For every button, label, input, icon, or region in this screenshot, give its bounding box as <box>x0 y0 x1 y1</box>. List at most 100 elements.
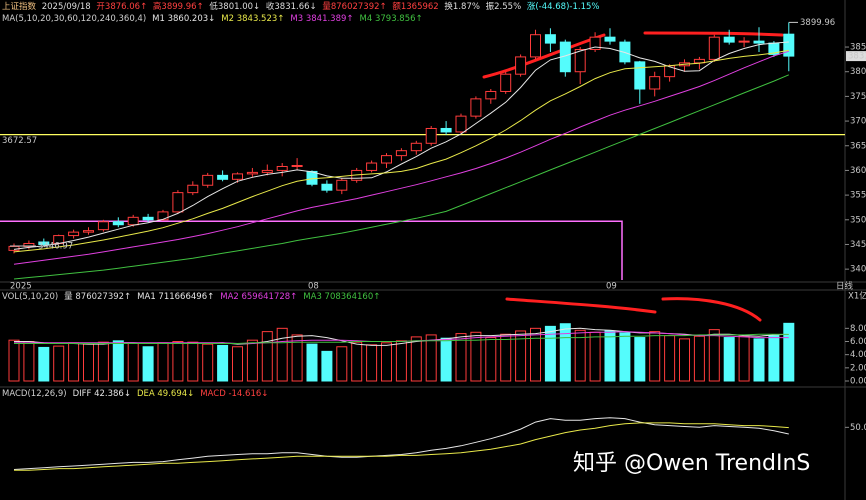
level-label: 3672.57 <box>2 136 37 146</box>
candle-body <box>604 36 616 42</box>
price-marker: 3831 <box>848 52 866 62</box>
y-tick-label: 8.00 <box>850 324 866 334</box>
legend-entry: MA2 659641728↑ <box>220 292 297 302</box>
legend-entry: M1 3860.203↓ <box>152 14 215 24</box>
annotations <box>482 31 784 322</box>
header-item: 涨(-44.68)-1.15% <box>527 1 600 12</box>
candle-body <box>261 169 273 173</box>
legend-entry: M3 3841.389↑ <box>290 14 353 24</box>
volume-bar <box>202 343 214 382</box>
candle-body <box>455 115 467 133</box>
legend-entry: DEA 49.694↓ <box>137 389 194 399</box>
candle-body <box>753 40 765 44</box>
candle-body <box>470 98 482 117</box>
candle-body <box>336 179 348 191</box>
high-marker: 3899.96 <box>800 18 835 28</box>
y-tick-label: 3750 <box>850 92 866 102</box>
ma-line <box>13 41 789 250</box>
header-item: 2025/09/18 <box>42 2 91 12</box>
candle-body <box>68 231 80 237</box>
y-tick-label: 6.00 <box>850 337 866 347</box>
candle-body <box>515 56 527 75</box>
volume-bar <box>23 341 35 382</box>
legend-title: MA(5,10,20,30,60,120,240,360,4) <box>2 14 146 24</box>
volume-bar <box>515 330 527 382</box>
header: 上证指数 2025/09/18 开3876.06↑ 高3899.96↑ 低380… <box>2 1 599 12</box>
y-tick-label: 3550 <box>850 191 866 201</box>
volume-bar <box>559 323 571 382</box>
y-tick-label: 3650 <box>850 141 866 151</box>
y-tick-label: 4.00 <box>850 350 866 360</box>
candle-body <box>83 230 94 233</box>
candle-body <box>127 216 139 226</box>
header-item: 高3899.96↑ <box>153 1 204 12</box>
y-tick-label: 2.00 <box>850 363 866 373</box>
candle-body <box>530 34 541 58</box>
candle-body <box>291 164 303 167</box>
volume-bar <box>664 335 676 382</box>
volume-bar <box>246 339 258 382</box>
y-tick-label: 0.00 <box>850 377 866 387</box>
header-item: 换1.87% <box>444 1 480 12</box>
volume-bar <box>83 343 94 382</box>
candle-body <box>8 245 20 251</box>
price-marker-box <box>846 51 866 62</box>
ma-line <box>14 422 789 471</box>
candle-body <box>276 165 288 171</box>
period-label: 日线 <box>836 281 854 292</box>
volume-bar <box>619 332 631 382</box>
header-item: 额1365962 <box>392 1 438 12</box>
candle-body <box>187 184 199 194</box>
legend-entry: 量 876027392↑ <box>64 292 131 302</box>
header-item: 振2.55% <box>486 1 522 12</box>
candle-body <box>723 36 735 43</box>
volume-bar <box>425 334 437 382</box>
candle-body <box>634 61 646 90</box>
volume-bar <box>336 346 348 382</box>
volume-bar <box>753 338 765 382</box>
y-tick-label: 3850 <box>850 43 866 53</box>
volume-bar <box>485 337 497 382</box>
volume-bar <box>187 341 199 382</box>
volume-bar <box>470 331 482 382</box>
header-item: 收3831.66↓ <box>266 1 317 12</box>
candle-body <box>574 49 586 73</box>
candle-body <box>97 221 109 231</box>
candle-body <box>112 221 124 226</box>
volume-bar <box>768 335 780 382</box>
y-tick-label: 50.00 <box>850 423 866 433</box>
volume-bar <box>574 329 586 382</box>
y-tick-label: 3600 <box>850 166 866 176</box>
candle-body <box>425 127 437 144</box>
candle-body <box>366 162 378 171</box>
legend-entry: DIFF 42.386↓ <box>73 389 131 399</box>
volume-bar <box>693 335 705 382</box>
ma-line <box>14 333 789 344</box>
candle-body <box>649 76 661 90</box>
volume-bar <box>738 335 750 382</box>
header-item: 低3801.00↓ <box>209 1 260 12</box>
volume-bar <box>291 334 303 382</box>
legend: VOL(5,10,20) 量 876027392↑ MA1 711666496↑ MA… <box>2 292 380 302</box>
y-tick-label: 3700 <box>850 117 866 127</box>
volume-bar <box>261 331 273 382</box>
volume-bar <box>604 330 616 382</box>
legend-entry: MA1 711666496↑ <box>137 292 214 302</box>
volume-bar <box>708 329 720 382</box>
candle-body <box>246 171 258 175</box>
volume-bar <box>351 341 363 382</box>
candle-body <box>172 192 184 213</box>
volume-bar <box>276 327 288 382</box>
volume-bar <box>112 340 124 382</box>
volume-bar <box>530 327 541 382</box>
support-box <box>0 220 623 280</box>
candle-body <box>500 73 512 92</box>
volume-bar <box>455 333 467 382</box>
low-marker: 3446.97 <box>38 241 73 251</box>
header-item: 量876027392↑ <box>322 2 386 12</box>
legend-entry: MACD -14.616↓ <box>200 389 268 399</box>
candle-body <box>738 40 750 43</box>
header-item: 上证指数 <box>2 1 37 12</box>
